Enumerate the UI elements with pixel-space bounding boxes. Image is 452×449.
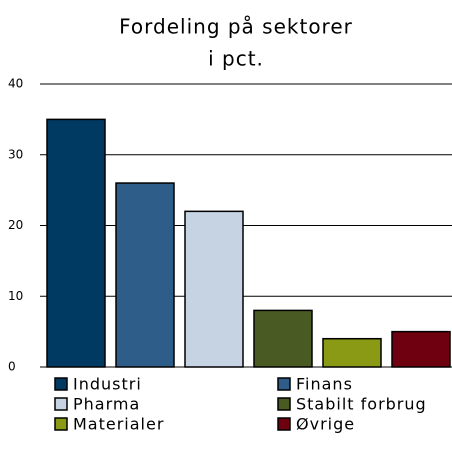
bar xyxy=(322,337,382,368)
y-tick-label: 0 xyxy=(8,360,16,374)
bar xyxy=(253,309,313,368)
legend-swatch xyxy=(54,377,68,391)
y-tick-label: 30 xyxy=(8,147,23,161)
legend-label: Industri xyxy=(73,375,142,394)
legend-swatch xyxy=(277,417,291,431)
legend-swatch xyxy=(54,397,68,411)
y-tick-label: 10 xyxy=(8,289,23,303)
legend-swatch xyxy=(54,417,68,431)
bar xyxy=(46,118,106,368)
chart-title: Fordeling på sektorer xyxy=(119,15,353,39)
bar xyxy=(391,330,451,368)
y-tick-label: 40 xyxy=(8,77,23,91)
legend-label: Finans xyxy=(296,375,353,394)
legend-label: Pharma xyxy=(73,395,140,414)
y-tick-label: 20 xyxy=(8,218,23,232)
legend-swatch xyxy=(277,397,291,411)
legend-label: Materialer xyxy=(73,415,164,434)
legend-label: Stabilt forbrug xyxy=(296,395,427,414)
legend-label: Øvrige xyxy=(296,415,355,434)
chart-title: i pct. xyxy=(208,47,264,71)
legend-swatch xyxy=(277,377,291,391)
bar xyxy=(115,182,175,368)
bar xyxy=(184,210,244,368)
